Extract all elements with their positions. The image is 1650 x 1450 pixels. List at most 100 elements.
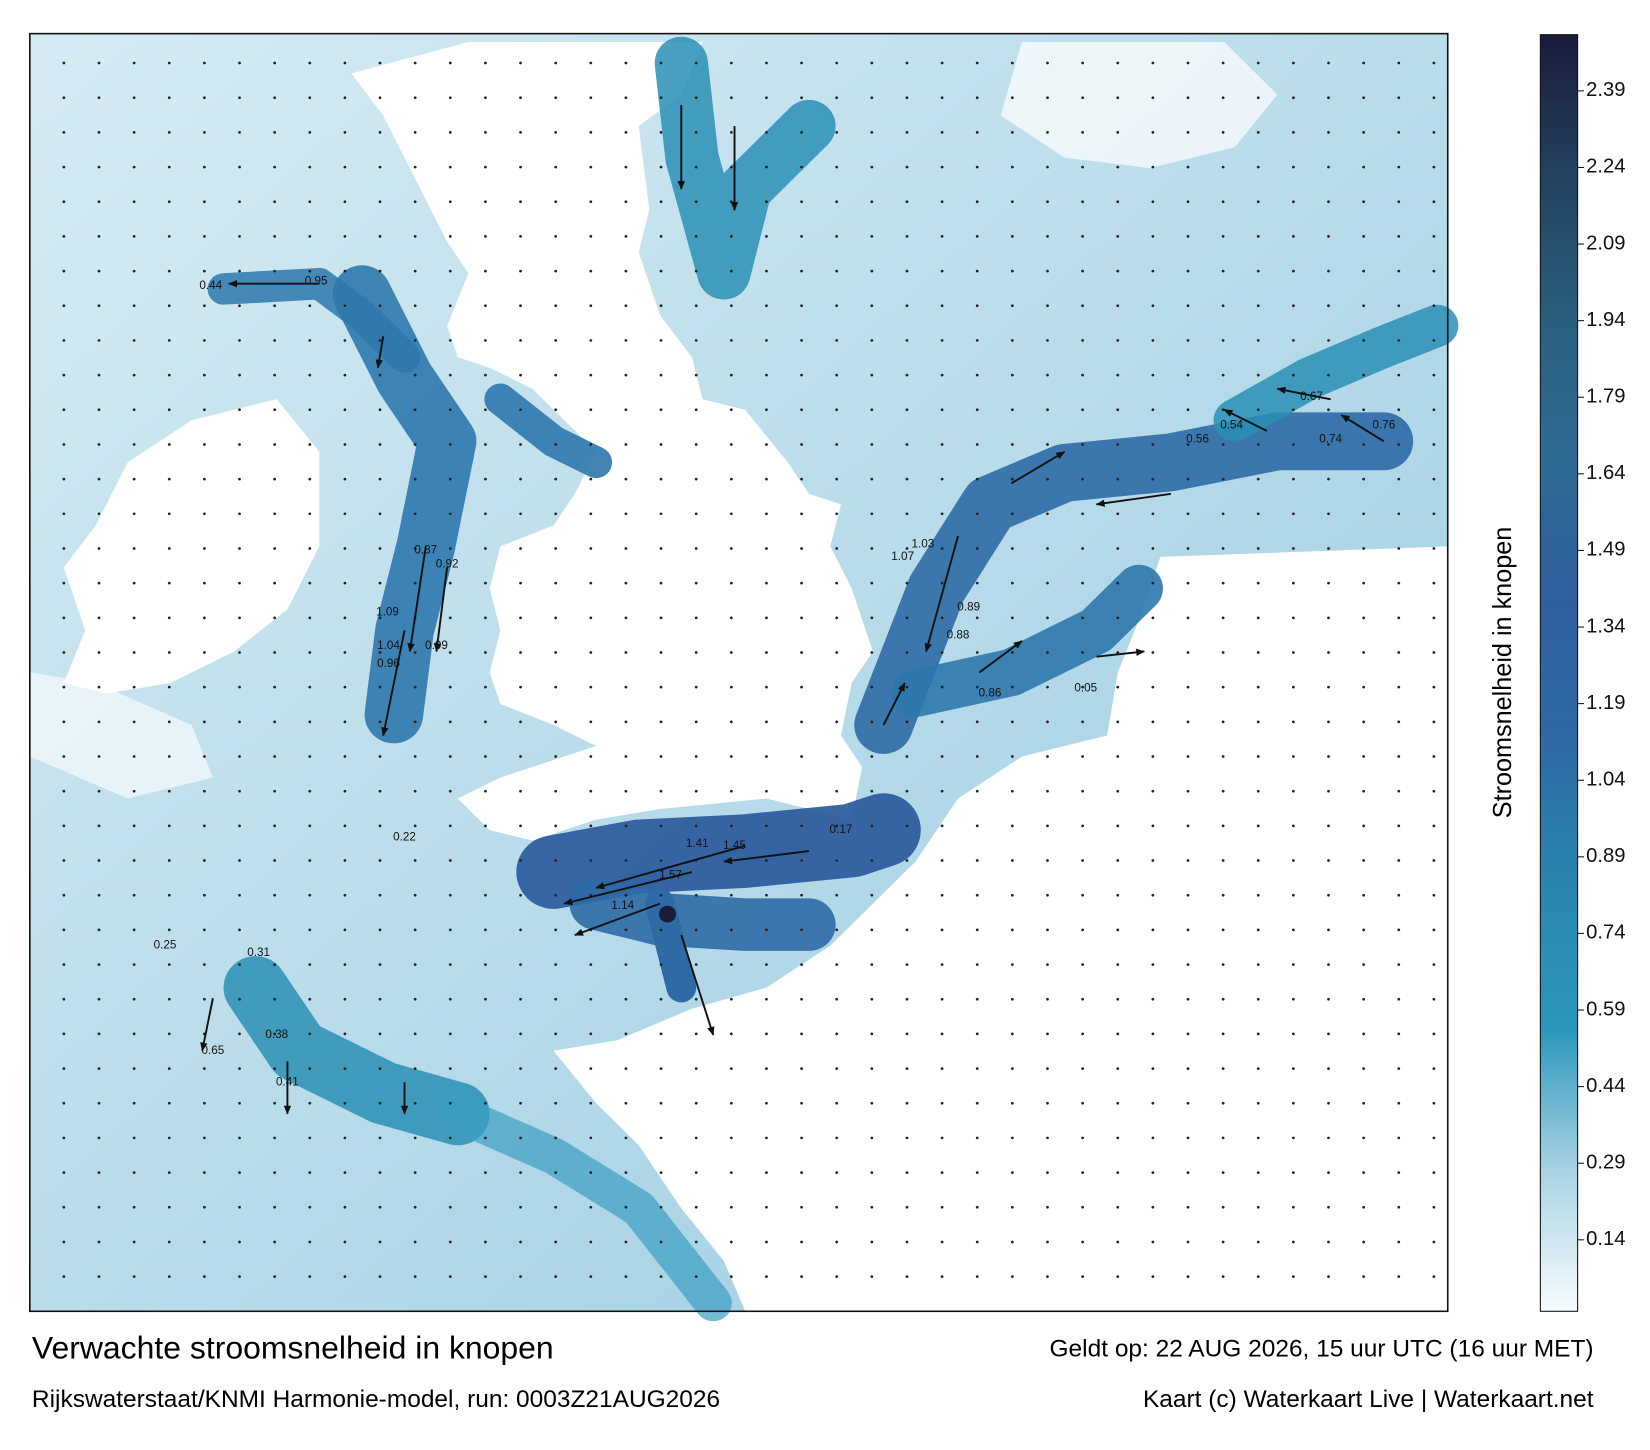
grid-dot	[1397, 1136, 1401, 1140]
grid-dot	[1397, 928, 1401, 932]
grid-dot	[975, 720, 979, 724]
speed-label: 0.89	[957, 600, 980, 613]
grid-dot	[589, 616, 593, 620]
grid-dot	[940, 1032, 944, 1036]
grid-dot	[448, 200, 452, 204]
grid-dot	[97, 824, 101, 828]
grid-dot	[1221, 1067, 1225, 1070]
grid-dot	[62, 997, 66, 1001]
speed-label: 0.41	[276, 1075, 299, 1088]
grid-dot	[729, 131, 733, 134]
grid-dot	[519, 859, 522, 862]
grid-dot	[1256, 1136, 1260, 1140]
grid-dot	[694, 1171, 698, 1174]
grid-dot	[1081, 339, 1084, 342]
grid-dot	[448, 1275, 452, 1278]
arrow-head	[1013, 640, 1023, 649]
grid-dot	[1186, 200, 1190, 204]
colorbar-tick-label: 1.04	[1586, 769, 1625, 791]
grid-dot	[132, 304, 136, 308]
grid-dot	[1221, 997, 1225, 1001]
grid-dot	[765, 408, 768, 412]
grid-dot	[1256, 1032, 1260, 1036]
grid-dot	[554, 928, 558, 932]
grid-dot	[484, 893, 487, 897]
grid-dot	[870, 131, 874, 134]
grid-dot	[905, 373, 909, 377]
grid-dot	[1327, 1101, 1330, 1105]
grid-dot	[343, 304, 347, 308]
grid-dot	[484, 443, 487, 446]
grid-dot	[1081, 893, 1084, 897]
grid-dot	[659, 997, 663, 1001]
grid-dot	[273, 443, 277, 446]
grid-dot	[800, 269, 803, 273]
grid-dot	[1081, 96, 1084, 100]
grid-dot	[519, 131, 522, 134]
grid-dot	[273, 616, 277, 620]
grid-dot	[413, 477, 417, 481]
grid-dot	[1221, 581, 1225, 585]
grid-dot	[905, 547, 909, 550]
grid-dot	[238, 685, 241, 689]
grid-dot	[1362, 165, 1366, 169]
arrow-shaft	[382, 630, 406, 736]
grid-dot	[308, 928, 312, 932]
grid-dot	[1046, 720, 1049, 724]
grid-dot	[1046, 755, 1049, 758]
grid-dot	[238, 1240, 241, 1244]
grid-dot	[940, 928, 944, 932]
grid-dot	[378, 1101, 382, 1105]
grid-dot	[448, 997, 452, 1001]
grid-dot	[729, 269, 733, 273]
grid-dot	[203, 61, 206, 65]
grid-dot	[413, 96, 417, 100]
grid-dot	[1046, 165, 1049, 169]
grid-dot	[519, 547, 522, 550]
arrow-shaft	[563, 871, 693, 905]
grid-dot	[167, 1275, 171, 1278]
grid-dot	[238, 443, 241, 446]
grid-dot	[1081, 1275, 1084, 1278]
grid-dot	[1046, 547, 1049, 550]
grid-dot	[765, 859, 768, 862]
grid-dot	[659, 269, 663, 273]
grid-dot	[1010, 547, 1014, 550]
grid-dot	[238, 235, 241, 238]
grid-dot	[1046, 373, 1049, 377]
grid-dot	[484, 755, 487, 758]
grid-dot	[413, 963, 417, 966]
grid-dot	[519, 96, 522, 100]
grid-dot	[62, 373, 66, 377]
grid-dot	[800, 1171, 803, 1174]
grid-dot	[624, 477, 628, 481]
grid-dot	[203, 685, 206, 689]
grid-dot	[132, 1171, 136, 1174]
grid-dot	[1221, 235, 1225, 238]
grid-dot	[167, 512, 171, 516]
grid-dot	[1256, 131, 1260, 134]
grid-dot	[1397, 131, 1401, 134]
grid-dot	[975, 755, 979, 758]
grid-dot	[1046, 963, 1049, 966]
grid-dot	[1292, 581, 1295, 585]
grid-dot	[1046, 651, 1049, 654]
grid-dot	[203, 1171, 206, 1174]
grid-dot	[1010, 616, 1014, 620]
grid-dot	[975, 893, 979, 897]
grid-dot	[905, 789, 909, 793]
grid-dot	[1327, 859, 1330, 862]
grid-dot	[1292, 200, 1295, 204]
grid-dot	[1292, 235, 1295, 238]
grid-dot	[729, 824, 733, 828]
grid-dot	[343, 789, 347, 793]
grid-dot	[729, 1240, 733, 1244]
grid-dot	[1010, 581, 1014, 585]
grid-dot	[1186, 131, 1190, 134]
grid-dot	[167, 928, 171, 932]
grid-dot	[1221, 616, 1225, 620]
grid-dot	[167, 789, 171, 793]
grid-dot	[1151, 928, 1155, 932]
grid-dot	[1010, 997, 1014, 1001]
grid-dot	[1256, 165, 1260, 169]
